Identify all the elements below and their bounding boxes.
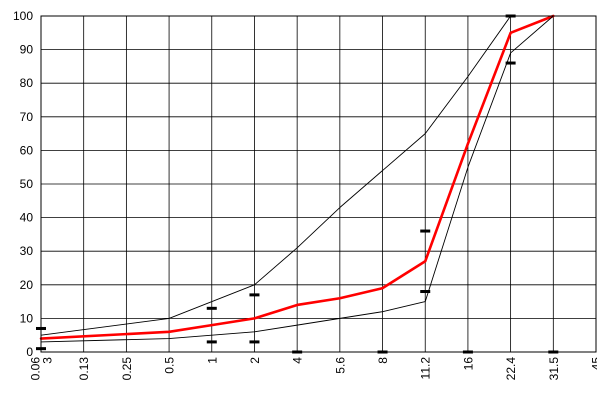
y-tick-label: 30 (20, 244, 34, 258)
x-tick-label: 0.5 (163, 357, 177, 374)
y-tick-label: 40 (20, 211, 34, 225)
y-tick-label: 70 (20, 110, 34, 124)
x-tick-label: 2 (248, 357, 262, 364)
x-tick-label-line: 0.5 (163, 357, 177, 374)
limit-marker (249, 293, 260, 297)
limit-marker (249, 340, 260, 344)
x-tick-label: 5.6 (333, 357, 347, 374)
x-tick-label-line: 0.25 (120, 357, 134, 381)
x-tick-label: 0.25 (120, 357, 134, 381)
y-tick-label: 0 (26, 345, 33, 359)
y-tick-label: 100 (13, 9, 33, 23)
x-tick-label-line: 16 (461, 357, 475, 371)
x-tick-label: 1 (205, 357, 219, 364)
series-layer (39, 14, 555, 343)
y-tick-label: 90 (20, 43, 34, 57)
x-tick-label-line: 31.5 (547, 357, 561, 381)
x-tick-label: 16 (461, 357, 475, 371)
x-tick-label: 8 (376, 357, 390, 364)
x-tick-label-line: 3 (41, 357, 55, 364)
x-tick-label-line: 5.6 (333, 357, 347, 374)
y-tick-label: 20 (20, 278, 34, 292)
x-tick-label-line: 1 (205, 357, 219, 364)
limit-marker (206, 340, 217, 344)
x-tick-label: 31.5 (547, 357, 561, 381)
x-tick-label-line: 4 (291, 357, 305, 364)
y-tick-label: 60 (20, 143, 34, 157)
x-tick-label-line: 2 (248, 357, 262, 364)
y-tick-label: 80 (20, 76, 34, 90)
series-line-2 (40, 15, 554, 336)
x-tick-label-line: 22.4 (504, 357, 518, 381)
x-tick-label-line: 45 (590, 357, 597, 371)
x-tick-label-line: 11.2 (419, 357, 433, 380)
y-tick-label: 10 (20, 311, 34, 325)
limit-marker (420, 290, 431, 294)
x-tick-label-line: 8 (376, 357, 390, 364)
limit-marker (206, 306, 217, 310)
x-tick-label-line: 0.13 (77, 357, 91, 381)
x-tick-label: 4 (291, 357, 305, 364)
plot-frame (40, 15, 597, 353)
y-tick-label: 50 (20, 177, 34, 191)
x-tick-label: 0.063 (29, 357, 55, 381)
x-tick-label: 0.13 (77, 357, 91, 381)
limit-marker (420, 229, 431, 233)
x-tick-label: 22.4 (504, 357, 518, 381)
x-tick-label: 11.2 (419, 357, 433, 380)
x-tick-label-line: 0.06 (29, 357, 43, 381)
limit-marker (505, 61, 516, 65)
x-axis-labels: 0.063 0.13 0.25 0.5 1 2 4 5.6 8 11.2 16 22.4 31.5 45 (29, 357, 597, 381)
y-axis-labels: 0 10 20 30 40 50 60 70 80 90 100 (13, 9, 33, 359)
x-tick-label: 45 (590, 357, 597, 371)
